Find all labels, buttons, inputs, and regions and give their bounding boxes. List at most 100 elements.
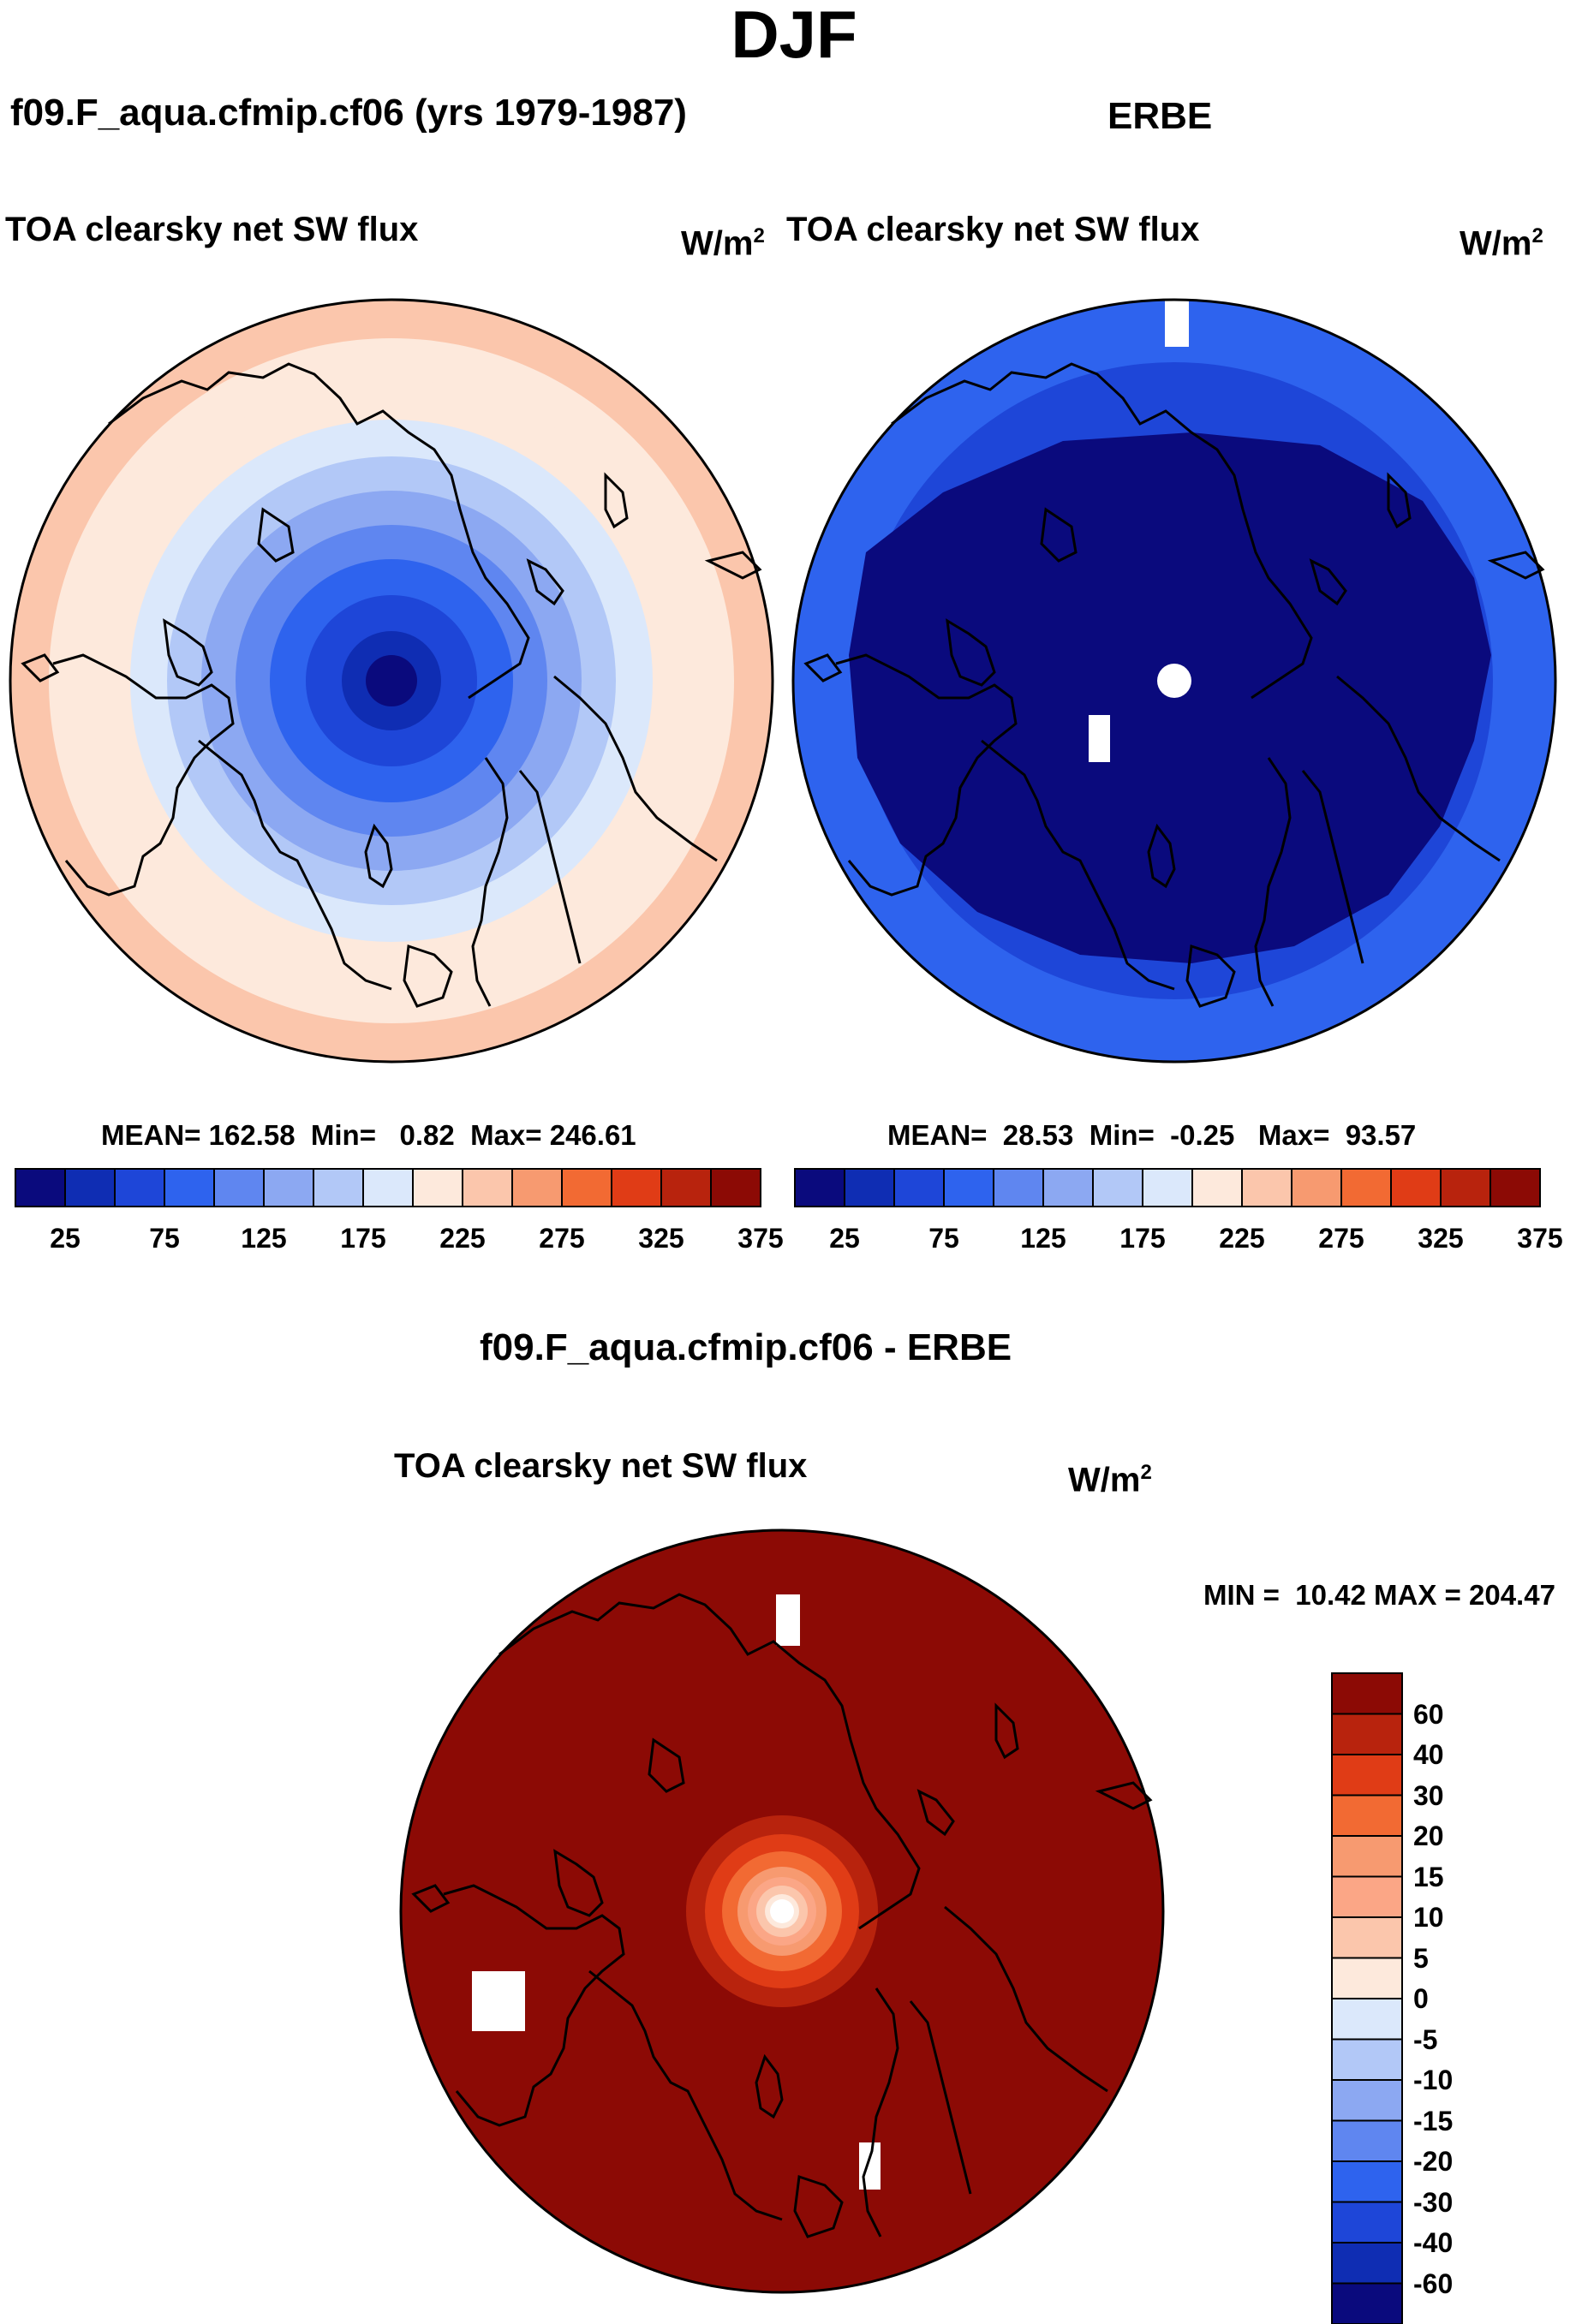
model-colorbar-swatch [463,1169,512,1207]
obs-colorbar-swatch [1242,1169,1292,1207]
obs-colorbar-tick: 25 [810,1223,879,1254]
model-min-value: 0.82 [400,1119,455,1151]
obs-panel-title: ERBE [1107,96,1212,137]
obs-stats: MEAN= 28.53 Min= -0.25 Max= 93.57 [887,1120,1416,1151]
obs-colorbar-tick: 125 [1009,1223,1078,1254]
model-colorbar-tick: 275 [528,1223,596,1254]
diff-colorbar-tick: -40 [1413,2227,1453,2258]
diff-max-value: 204.47 [1469,1579,1555,1611]
obs-max-label: Max= [1258,1119,1329,1151]
obs-units: W/m2 [1460,218,1543,262]
diff-colorbar-tick: 20 [1413,1820,1444,1851]
model-colorbar-swatch [15,1169,65,1207]
diff-colorbar-swatch [1332,2080,1402,2121]
diff-colorbar-swatch [1332,1999,1402,2040]
diff-missing-data [776,1594,800,1646]
diff-colorbar-tick: -30 [1413,2187,1453,2218]
diff-units: W/m2 [1068,1454,1152,1499]
diff-colorbar-tick: -10 [1413,2065,1453,2095]
diff-colorbar-swatch [1332,1877,1402,1918]
obs-colorbar-tick: 225 [1208,1223,1276,1254]
diff-colorbar-swatch [1332,2202,1402,2244]
obs-colorbar-tick: 375 [1506,1223,1574,1254]
obs-colorbar-swatch [1341,1169,1391,1207]
diff-missing-data [859,2142,881,2190]
obs-colorbar-tick: 325 [1406,1223,1475,1254]
diff-colorbar-swatch [1332,1714,1402,1755]
model-colorbar-swatch [313,1169,363,1207]
obs-colorbar-swatch [1391,1169,1441,1207]
diff-colorbar-swatch [1332,2121,1402,2162]
model-colorbar-tick: 75 [130,1223,199,1254]
model-polar-map [6,295,777,1066]
model-colorbar-tick: 25 [31,1223,99,1254]
model-stats: MEAN= 162.58 Min= 0.82 Max= 246.61 [101,1120,636,1151]
diff-colorbar-tick: 60 [1413,1699,1444,1730]
obs-colorbar-swatch [944,1169,994,1207]
obs-colorbar-swatch [894,1169,944,1207]
model-colorbar-tick: 175 [329,1223,397,1254]
obs-colorbar-swatch [1490,1169,1540,1207]
obs-colorbar-swatch [845,1169,894,1207]
obs-colorbar [795,1169,1540,1207]
obs-colorbar-tick: 75 [910,1223,978,1254]
model-colorbar-swatch [363,1169,413,1207]
obs-min-label: Min= [1090,1119,1155,1151]
obs-min-value: -0.25 [1170,1119,1234,1151]
obs-colorbar-swatch [1093,1169,1143,1207]
obs-colorbar-swatch [795,1169,845,1207]
diff-colorbar-swatch [1332,2040,1402,2081]
diff-colorbar-swatch [1332,1958,1402,1999]
obs-colorbar-swatch [1292,1169,1341,1207]
diff-colorbar-swatch [1332,2243,1402,2284]
model-contour-band [366,655,417,706]
diff-colorbar-tick: 40 [1413,1739,1444,1770]
obs-missing-data [1089,715,1110,762]
diff-colorbar-tick: -60 [1413,2268,1453,2299]
diff-colorbar-swatch [1332,1755,1402,1796]
model-min-label: Min= [311,1119,376,1151]
model-colorbar-swatch [164,1169,214,1207]
diff-missing-pole [770,1899,794,1923]
diff-max-label: MAX = [1374,1579,1461,1611]
model-colorbar-swatch [264,1169,313,1207]
diff-min-label: MIN = [1203,1579,1280,1611]
model-colorbar-swatch [65,1169,115,1207]
diff-colorbar-swatch [1332,1673,1402,1714]
diff-colorbar-tick: 30 [1413,1780,1444,1811]
diff-colorbar-swatch [1332,1917,1402,1958]
obs-colorbar-tick: 275 [1307,1223,1376,1254]
diff-stats: MIN = 10.42 MAX = 204.47 [1203,1580,1555,1611]
diff-colorbar-tick: -15 [1413,2106,1453,2136]
diff-panel-title: f09.F_aqua.cfmip.cf06 - ERBE [480,1327,1012,1368]
obs-colorbar-swatch [1192,1169,1242,1207]
diff-colorbar-tick: 15 [1413,1862,1444,1892]
obs-colorbar-swatch [1143,1169,1192,1207]
diff-colorbar-tick: -20 [1413,2146,1453,2177]
model-colorbar-swatch [562,1169,612,1207]
obs-missing-data [823,379,875,439]
diff-colorbar [1332,1673,1402,2324]
obs-colorbar-tick: 175 [1108,1223,1177,1254]
obs-max-value: 93.57 [1346,1119,1417,1151]
diff-colorbar-swatch [1332,1796,1402,1837]
model-colorbar-tick: 375 [726,1223,795,1254]
obs-colorbar-swatch [994,1169,1043,1207]
model-colorbar-swatch [214,1169,264,1207]
model-colorbar [15,1169,761,1207]
model-colorbar-swatch [413,1169,463,1207]
diff-colorbar-swatch [1332,1836,1402,1877]
model-mean-label: MEAN= [101,1119,200,1151]
obs-missing-pole [1157,664,1191,698]
model-units: W/m2 [681,218,765,262]
model-panel-title: f09.F_aqua.cfmip.cf06 (yrs 1979-1987) [10,92,687,134]
model-colorbar-tick: 325 [627,1223,695,1254]
model-colorbar-swatch [711,1169,761,1207]
model-colorbar-swatch [612,1169,661,1207]
model-field-label: TOA clearsky net SW flux [5,211,418,248]
obs-missing-data [1165,295,1189,347]
obs-polar-map [789,295,1560,1066]
diff-min-value: 10.42 [1295,1579,1366,1611]
diff-colorbar-swatch [1332,2284,1402,2324]
model-colorbar-tick: 125 [230,1223,298,1254]
